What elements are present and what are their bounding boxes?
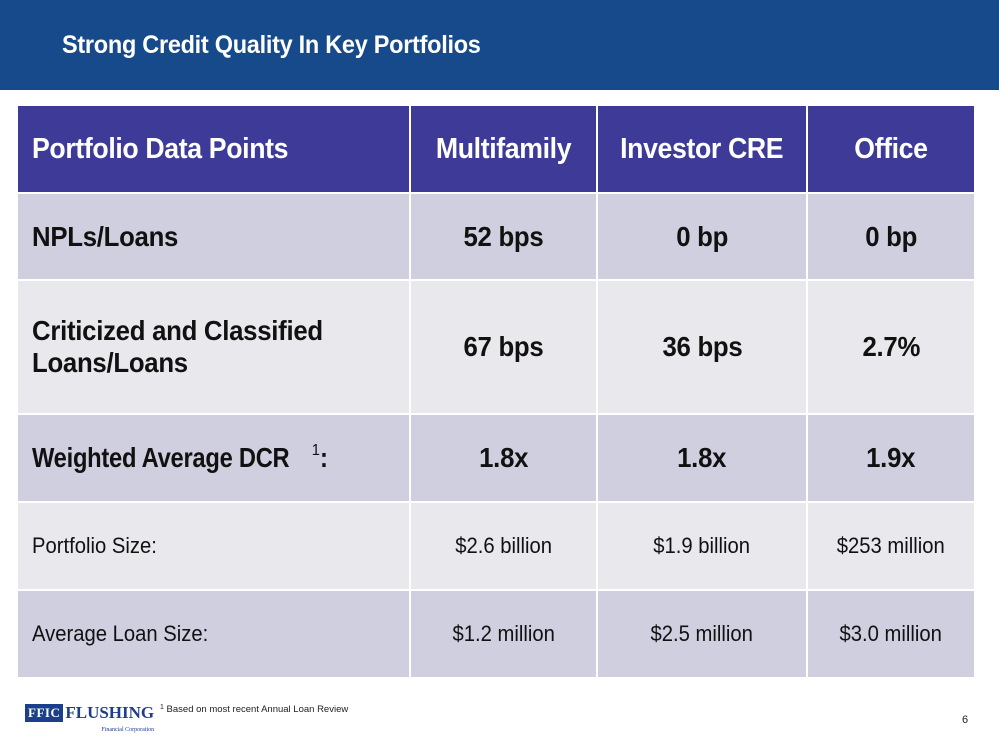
cell-value: 2.7% [806,279,976,415]
header-portfolio-data-points: Portfolio Data Points [16,104,411,194]
footnote-number: 1 [160,704,164,711]
table-row: Criticized and Classified Loans/Loans 67… [16,279,976,415]
row-label-criticized-classified: Criticized and Classified Loans/Loans [16,279,411,415]
cell-value: $2.6 billion [409,501,598,591]
cell-value: $253 million [806,501,976,591]
portfolio-table: Portfolio Data Points Multifamily Invest… [16,104,976,679]
header-multifamily: Multifamily [409,104,598,194]
company-logo: FFIC FLUSHING Financial Corporation [25,704,154,734]
cell-value: 67 bps [409,279,598,415]
cell-value: 1.8x [409,413,598,503]
footnote: 1 Based on most recent Annual Loan Revie… [160,704,348,715]
row-label-average-loan-size: Average Loan Size: [16,589,411,679]
cell-value: 52 bps [409,192,598,281]
cell-value: $2.5 million [596,589,808,679]
logo-box: FFIC [25,704,64,722]
logo-subtitle: Financial Corporation [101,727,155,733]
title-bar: Strong Credit Quality In Key Portfolios [0,0,999,90]
slide-title: Strong Credit Quality In Key Portfolios [62,31,481,59]
row-label-portfolio-size: Portfolio Size: [16,501,411,591]
header-office: Office [806,104,976,194]
cell-value: 1.8x [596,413,808,503]
cell-value: 0 bp [596,192,808,281]
page-number: 6 [962,714,969,726]
table-row: NPLs/Loans 52 bps 0 bp 0 bp [16,192,976,281]
table-row: Weighted Average DCR 1: 1.8x 1.8x 1.9x [16,413,976,503]
header-row: Portfolio Data Points Multifamily Invest… [16,104,976,194]
cell-value: 1.9x [806,413,976,503]
row-label-weighted-dcr: Weighted Average DCR 1: [16,413,411,503]
footnote-marker: 1 [311,442,320,459]
cell-value: 36 bps [596,279,808,415]
table-row: Portfolio Size: $2.6 billion $1.9 billio… [16,501,976,591]
cell-value: $1.9 billion [596,501,808,591]
header-investor-cre: Investor CRE [596,104,808,194]
row-label-npls: NPLs/Loans [16,192,411,281]
footnote-text: Based on most recent Annual Loan Review [166,704,349,715]
cell-value: $1.2 million [409,589,598,679]
cell-value: 0 bp [806,192,976,281]
table-row: Average Loan Size: $1.2 million $2.5 mil… [16,589,976,679]
logo-wordmark: FLUSHING Financial Corporation [65,704,154,734]
cell-value: $3.0 million [806,589,976,679]
